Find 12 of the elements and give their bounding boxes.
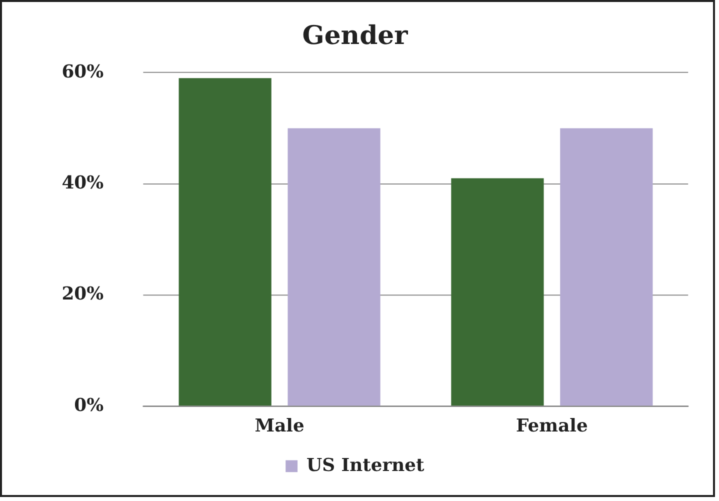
x-tick-label: Male bbox=[254, 415, 304, 436]
bar bbox=[451, 178, 544, 406]
y-tick-label: 60% bbox=[62, 61, 104, 82]
y-tick-label: 20% bbox=[62, 284, 104, 305]
chart-title: Gender bbox=[302, 21, 408, 51]
y-tick-label: 40% bbox=[62, 172, 104, 194]
bar bbox=[288, 128, 380, 406]
bar bbox=[560, 128, 653, 406]
legend-label: US Internet bbox=[306, 454, 426, 476]
x-tick-label: Female bbox=[516, 415, 588, 436]
y-tick-label: 0% bbox=[74, 394, 104, 416]
bar bbox=[178, 78, 272, 406]
